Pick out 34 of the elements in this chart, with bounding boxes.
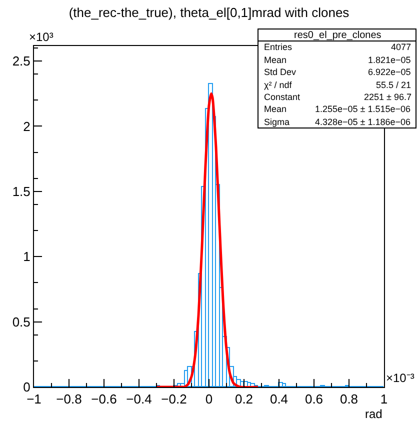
annotation: Std Dev <box>264 67 297 77</box>
chart-title: (the_rec-the_true), theta_el[0,1]mrad with clones <box>68 5 350 20</box>
y-tick-label: 2.5 <box>12 54 30 69</box>
x-tick-label: 1 <box>380 392 388 407</box>
x-axis-title: rad <box>365 407 382 421</box>
y-tick-label: 2 <box>23 118 30 134</box>
annotation: Mean <box>264 55 287 65</box>
annotation: 1.821e−05 <box>368 55 411 65</box>
x-tick-label: −0.6 <box>91 392 117 407</box>
annotation: 2251 ± 96.7 <box>364 92 412 102</box>
annotation: Constant <box>264 92 301 102</box>
x-tick-label: 0.4 <box>270 392 288 407</box>
x-tick-label: 0.8 <box>340 392 358 407</box>
x-tick-label: 0.6 <box>304 392 324 407</box>
x-tick-label: −0.8 <box>56 392 82 407</box>
annotation: 1.255e−05 ± 1.515e−06 <box>315 104 411 114</box>
x-tick-label: 0 <box>205 392 213 407</box>
x-tick-label: 0.2 <box>234 392 254 407</box>
annotation: 55.5 / 21 <box>376 80 412 90</box>
y-tick-label: 0.5 <box>12 314 30 330</box>
x-tick-label: −0.4 <box>126 392 152 407</box>
annotation: Sigma <box>264 117 290 127</box>
text: ×10³ <box>29 30 54 44</box>
text: ×10⁻³ <box>386 371 414 385</box>
annotation: 6.922e−05 <box>368 67 411 77</box>
annotation: Mean <box>264 104 287 114</box>
annotation: Entries <box>264 42 293 52</box>
y-tick-label: 1 <box>23 249 30 264</box>
text: 4077 <box>391 42 412 52</box>
annotation: χ² / ndf <box>264 80 292 90</box>
text: res0_el_pre_clones <box>294 30 382 41</box>
x-tick-label: −0.2 <box>161 392 187 407</box>
annotation: 4.328e−05 ± 1.186e−06 <box>315 117 411 127</box>
y-tick-label: 1.5 <box>12 184 30 199</box>
